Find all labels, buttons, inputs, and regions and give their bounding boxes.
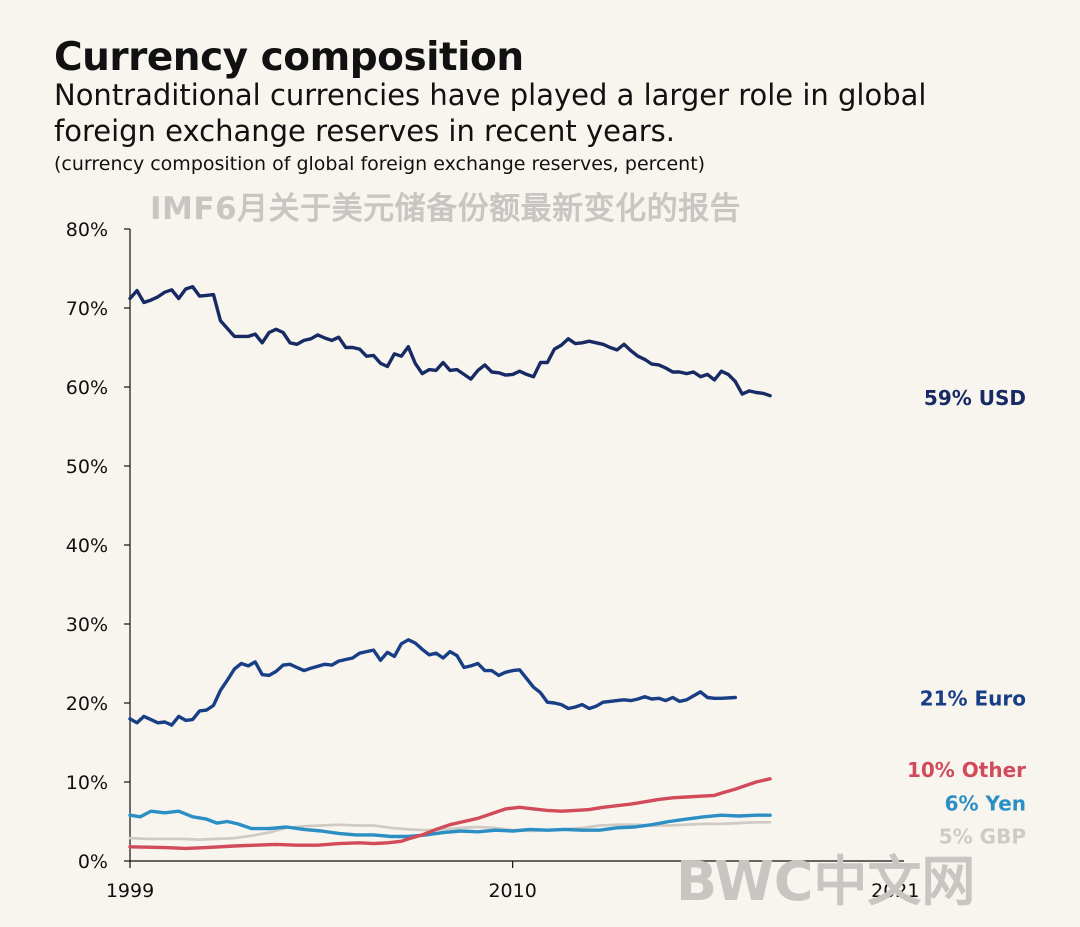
x-tick-label: 2021	[871, 880, 919, 902]
chart-title: Currency composition	[54, 35, 524, 80]
series-line-usd	[128, 285, 772, 398]
series-label-other: 10% Other	[907, 758, 1026, 782]
y-tick-label: 80%	[66, 219, 108, 241]
y-tick-label: 60%	[66, 377, 108, 399]
series-labels: 59% USD 21% Euro 10% Other 6% Yen 5% GBP	[907, 386, 1026, 848]
series-label-usd: 59% USD	[924, 386, 1026, 410]
series-line-gbp	[128, 820, 772, 842]
series-line-other	[128, 777, 772, 851]
y-tick-label: 50%	[66, 456, 108, 478]
x-tick-label: 2010	[488, 880, 536, 902]
y-tick-label: 0%	[78, 851, 108, 873]
series-line-euro	[128, 638, 737, 727]
y-tick-label: 30%	[66, 614, 108, 636]
y-tick-label: 40%	[66, 535, 108, 557]
y-tick-label: 20%	[66, 693, 108, 715]
chart-note: (currency composition of global foreign …	[54, 153, 706, 175]
y-tick-label: 70%	[66, 298, 108, 320]
series-label-euro: 21% Euro	[920, 686, 1026, 710]
series-lines	[128, 285, 772, 851]
y-tick-label: 10%	[66, 772, 108, 794]
watermark-bottom: BWC中文网	[676, 850, 976, 913]
watermark-top: IMF6月关于美元储备份额最新变化的报告	[150, 191, 742, 227]
series-label-gbp: 5% GBP	[939, 825, 1026, 849]
axes: 0% 10% 20% 30% 40% 50% 60% 70% 80% 1999 2010 2021	[66, 219, 920, 902]
chart-subtitle: Nontraditional currencies have played a …	[54, 78, 927, 148]
series-label-yen: 6% Yen	[945, 791, 1026, 815]
x-tick-label: 1999	[106, 880, 154, 902]
